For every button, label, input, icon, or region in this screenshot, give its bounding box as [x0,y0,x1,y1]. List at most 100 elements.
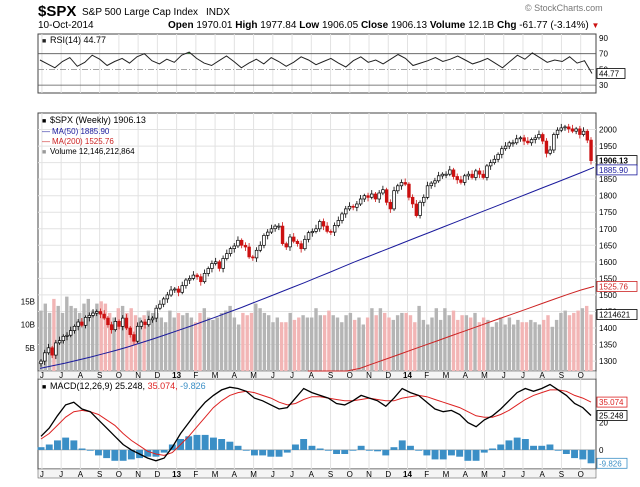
volume-bar [365,317,370,371]
price-axis-label: 1300 [599,357,617,366]
price-candle [563,126,567,129]
x-tick-label: D [154,470,160,479]
volume-bar [159,317,163,371]
price-candle [95,311,99,314]
macd-histogram-bar [308,445,316,450]
volume-bar [95,303,99,371]
volume-bar [322,315,327,371]
macd-histogram-bar [587,449,595,464]
x-tick-label: 13 [172,470,181,479]
volume-bar [228,305,232,371]
volume-bar [344,315,348,371]
volume-bar [219,312,224,371]
macd-histogram-bar [251,449,258,456]
price-candle [98,311,103,315]
macd-histogram-bar [70,440,78,450]
macd-histogram-bar [365,449,373,451]
volume-bar [138,317,142,371]
price-candle [113,321,118,331]
volume-bar [249,312,254,371]
ma200-last-value: 1525.76 [599,282,628,291]
x-tick-label: O [116,470,122,479]
volume-bar [224,310,228,371]
volume-bar [572,312,576,371]
price-axis-label: 1600 [599,258,617,267]
price-candle [239,239,244,246]
macd-histogram-bar [546,444,554,450]
macd-histogram-bar [185,436,193,450]
volume-bar [99,301,103,372]
price-candle [410,196,415,205]
volume-bar [387,317,391,371]
macd-histogram-bar [127,449,135,460]
macd-histogram-bar [259,449,267,456]
x-tick-label: S [97,371,102,380]
macd-histogram-bar [521,439,529,450]
x-tick-label: O [116,371,122,380]
volume-bar [125,312,129,371]
macd-signal-value: 35.074, [148,381,181,391]
open-label: Open [168,20,194,31]
volume-bar [155,312,159,371]
ma50-legend-label: MA(50) 1885.90 [52,127,110,136]
x-tick-label: M [443,371,450,380]
macd-histogram-bar [415,449,423,451]
price-candle [574,128,578,132]
macd-histogram-bar [513,437,521,450]
x-tick-label: S [328,371,333,380]
price-candle [135,325,140,342]
volume-bar [357,317,361,371]
x-tick-label: J [502,470,506,479]
volume-bar [413,322,417,371]
price-candle [399,182,404,187]
volume-bar [370,308,374,371]
volume-legend-label: Volume 12,146,212,864 [50,147,135,156]
volume-bar [168,310,172,371]
chg-label: Chg [496,20,517,31]
open-value: 1970.01 [196,20,233,31]
ticker-symbol: $SPX [38,3,77,20]
price-candle [585,130,590,141]
volume-bar [237,324,241,371]
price-candle [362,195,367,200]
x-tick-label: O [347,371,353,380]
volume-bar [477,322,481,371]
volume-bar [60,312,65,371]
price-candle [225,253,229,259]
price-candle [187,278,192,281]
price-last-value: 1906.13 [599,157,628,166]
price-candle [269,228,274,233]
macd-histogram-bar [538,445,546,450]
price-candle [370,193,374,198]
volume-bar [305,317,310,371]
x-axis-strip-lower [37,468,597,479]
volume-bar [490,326,494,371]
volume-bar [39,310,43,371]
volume-bar [395,315,400,371]
price-candle [69,330,73,336]
macd-histogram-bar [464,449,472,461]
volume-bar [275,317,279,371]
macd-legend-swatch: ■ [42,384,46,391]
volume-bar [211,319,215,371]
rsi-axis-label: 70 [599,50,608,59]
volume-bar [546,315,550,371]
volume-bar [284,322,288,371]
volume-bar [512,324,516,371]
price-candle [466,173,471,177]
macd-histogram-bar [456,449,464,457]
price-candle [50,347,54,356]
price-candle [488,162,493,167]
price-candle [373,193,378,200]
volume-bar [507,317,512,371]
low-value: 1906.05 [322,20,359,31]
price-candle [433,180,437,184]
volume-bar [258,308,262,371]
macd-histogram-bar [210,437,217,450]
price-candle [392,190,396,210]
macd-histogram-bar [579,449,587,460]
volume-bar [73,308,78,371]
rsi-legend-swatch: ■ [42,38,46,45]
x-tick-label: J [290,371,294,380]
